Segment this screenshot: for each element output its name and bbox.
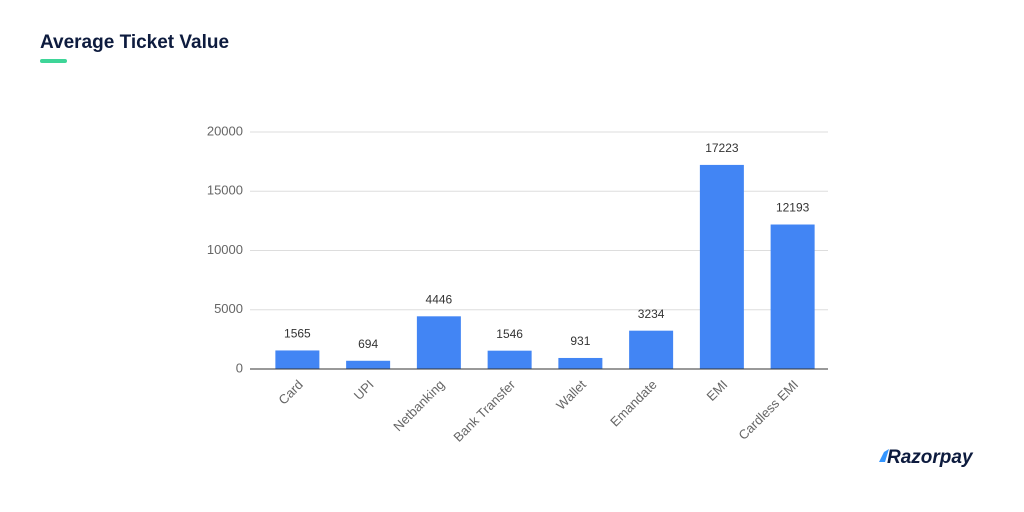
bar <box>346 360 391 369</box>
y-tick-label: 20000 <box>207 123 243 138</box>
data-label: 1546 <box>496 327 523 341</box>
data-label: 931 <box>570 334 590 348</box>
y-tick-label: 0 <box>236 360 243 375</box>
bar <box>275 350 320 369</box>
data-label: 12193 <box>776 201 810 215</box>
x-tick-label: Bank Transfer <box>450 376 518 444</box>
bar <box>558 357 603 369</box>
data-label: 3234 <box>638 307 665 321</box>
brand-icon <box>879 449 889 462</box>
data-label: 1565 <box>284 327 311 341</box>
x-tick-label: Card <box>275 377 306 408</box>
x-tick-label: Netbanking <box>390 377 447 434</box>
x-tick-label: UPI <box>351 377 377 403</box>
chart-title: Average Ticket Value <box>40 32 229 53</box>
bar <box>699 164 744 369</box>
data-label: 694 <box>358 337 378 351</box>
x-tick-label: Emandate <box>607 377 660 430</box>
y-tick-label: 10000 <box>207 242 243 257</box>
x-tick-label: EMI <box>703 377 730 404</box>
x-tick-label: Wallet <box>553 377 589 413</box>
y-tick-label: 5000 <box>214 301 243 316</box>
data-label: 4446 <box>426 292 453 306</box>
title-underline <box>40 59 67 63</box>
brand-logo: Razorpay <box>887 447 974 468</box>
bar <box>416 316 461 369</box>
y-tick-label: 15000 <box>207 183 243 198</box>
bar <box>629 330 674 369</box>
x-tick-label: Cardless EMI <box>735 377 801 443</box>
data-label: 17223 <box>705 141 739 155</box>
bar <box>770 224 815 369</box>
bar <box>487 350 532 369</box>
